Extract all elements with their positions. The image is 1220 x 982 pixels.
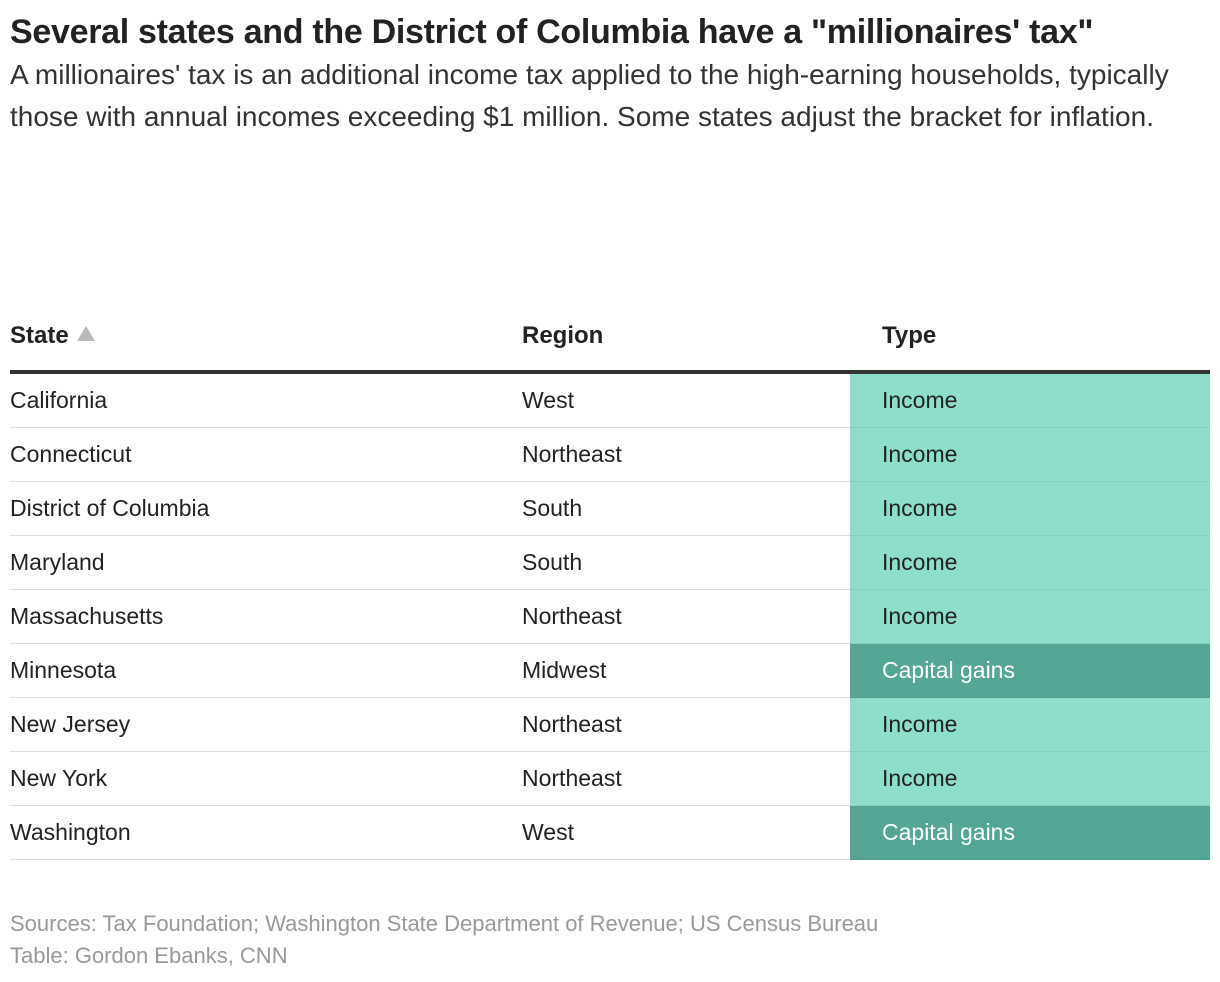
type-cell: Income bbox=[850, 535, 1210, 590]
table-row: Maryland South Income bbox=[10, 535, 1210, 590]
type-cell: Income bbox=[850, 697, 1210, 752]
sort-icon bbox=[76, 326, 95, 341]
column-header[interactable]: Region bbox=[522, 302, 850, 374]
table-row: Massachusetts Northeast Income bbox=[10, 589, 1210, 644]
column-header[interactable]: Type bbox=[850, 302, 1210, 374]
table-row: New York Northeast Income bbox=[10, 751, 1210, 806]
page-content: Several states and the District of Colum… bbox=[10, 10, 1210, 968]
type-cell: Income bbox=[850, 751, 1210, 806]
state-cell: Maryland bbox=[10, 535, 522, 590]
type-cell: Income bbox=[850, 427, 1210, 482]
credit: Table: Gordon Ebanks, CNN bbox=[10, 943, 288, 968]
region-cell: Northeast bbox=[522, 427, 850, 482]
type-cell: Income bbox=[850, 589, 1210, 644]
table-body: California West Income Connecticut Northeast… bbox=[10, 372, 1210, 860]
type-cell: Capital gains bbox=[850, 805, 1210, 860]
table-row: Minnesota Midwest Capital gains bbox=[10, 643, 1210, 698]
type-cell: Income bbox=[850, 372, 1210, 428]
table-row: District of Columbia South Income bbox=[10, 481, 1210, 536]
header-row: State Region Type bbox=[10, 302, 1210, 374]
title: Several states and the District of Colum… bbox=[10, 13, 1094, 51]
state-cell: New Jersey bbox=[10, 697, 522, 752]
state-cell: Washington bbox=[10, 805, 522, 860]
state-cell: New York bbox=[10, 751, 522, 806]
region-cell: Northeast bbox=[522, 589, 850, 644]
table: State Region Type California West Income Co… bbox=[10, 302, 1210, 860]
region-cell: Northeast bbox=[522, 751, 850, 806]
region-cell: South bbox=[522, 481, 850, 536]
region-cell: West bbox=[522, 372, 850, 428]
state-cell: Minnesota bbox=[10, 643, 522, 698]
table-row: Washington West Capital gains bbox=[10, 805, 1210, 860]
table-row: New Jersey Northeast Income bbox=[10, 697, 1210, 752]
table-row: California West Income bbox=[10, 372, 1210, 428]
state-cell: District of Columbia bbox=[10, 481, 522, 536]
region-cell: Midwest bbox=[522, 643, 850, 698]
region-cell: Northeast bbox=[522, 697, 850, 752]
state-cell: California bbox=[10, 372, 522, 428]
state-cell: Massachusetts bbox=[10, 589, 522, 644]
type-cell: Capital gains bbox=[850, 643, 1210, 698]
type-cell: Income bbox=[850, 481, 1210, 536]
state-cell: Connecticut bbox=[10, 427, 522, 482]
table-row: Connecticut Northeast Income bbox=[10, 427, 1210, 482]
subtitle: A millionaires' tax is an additional inc… bbox=[10, 59, 1169, 132]
region-cell: South bbox=[522, 535, 850, 590]
sources: Sources: Tax Foundation; Washington Stat… bbox=[10, 911, 879, 936]
column-header[interactable]: State bbox=[10, 302, 522, 374]
column-label: State bbox=[10, 322, 69, 349]
region-cell: West bbox=[522, 805, 850, 860]
